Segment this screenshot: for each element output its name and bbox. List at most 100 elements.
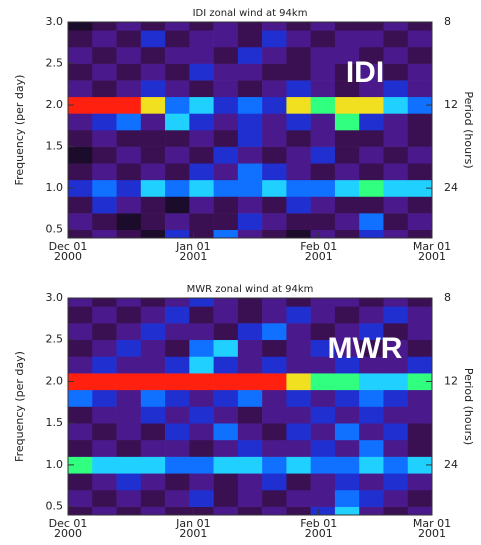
heatmap-cell (189, 506, 214, 516)
heatmap-cell (407, 439, 433, 457)
annotation: IDI (346, 56, 384, 89)
heatmap-cell (140, 213, 166, 230)
heatmap-cell (68, 406, 93, 424)
heatmap-cell (359, 163, 384, 181)
heatmap-cell (286, 229, 311, 239)
heatmap-cell (383, 406, 409, 424)
heatmap-cell (334, 406, 360, 424)
heatmap-cell (237, 196, 263, 214)
heatmap-cell (165, 229, 190, 239)
heatmap-cell (92, 323, 117, 341)
heatmap-cell (237, 356, 263, 374)
heatmap-cell (310, 196, 336, 214)
heatmap-cell (407, 339, 433, 357)
heatmap-cell (383, 298, 409, 307)
heatmap-cell (383, 113, 409, 131)
heatmap-cell (286, 423, 311, 441)
y-tick-label: 2.5 (46, 57, 64, 70)
heatmap-cell (262, 30, 287, 48)
heatmap-cell (140, 339, 166, 357)
heatmap-cell (407, 213, 433, 230)
heatmap-cell (334, 389, 360, 407)
heatmap-cell (189, 63, 214, 81)
heatmap-cell (359, 196, 384, 214)
heatmap-cell (383, 179, 409, 197)
heatmap-cell (92, 456, 117, 474)
heatmap-cell (262, 456, 287, 474)
heatmap-cell (213, 22, 239, 31)
heatmap-cell (237, 339, 263, 357)
heatmap-cell (237, 229, 263, 239)
heatmap-cell (165, 196, 190, 214)
heatmap-cell (189, 356, 214, 374)
y2-tick-label: 24 (444, 458, 458, 471)
y-tick-label: 3.0 (46, 15, 64, 28)
heatmap-cell (359, 130, 384, 147)
heatmap-cell (140, 30, 166, 48)
heatmap-cell (116, 423, 142, 441)
heatmap-cell (189, 179, 214, 197)
heatmap-cell (68, 423, 93, 441)
heatmap-cell (165, 306, 190, 324)
heatmap-cell (359, 473, 384, 491)
heatmap-cell (213, 130, 239, 147)
heatmap-cell (383, 146, 409, 164)
heatmap-cell (116, 229, 142, 239)
x-tick-year: 2000 (54, 527, 82, 540)
heatmap-cell (213, 389, 239, 407)
heatmap-cell (237, 130, 263, 147)
heatmap-cell (237, 423, 263, 441)
heatmap-cell (334, 146, 360, 164)
heatmap-cell (383, 30, 409, 48)
heatmap-cell (213, 323, 239, 341)
heatmap-cell (237, 323, 263, 341)
heatmap-cell (286, 30, 311, 48)
heatmap-cell (334, 96, 360, 114)
heatmap-cell (310, 306, 336, 324)
heatmap-cell (92, 46, 117, 64)
heatmap-cell (407, 179, 433, 197)
heatmap-cell (92, 356, 117, 374)
heatmap-cell (92, 163, 117, 181)
heatmap-cell (92, 130, 117, 147)
heatmap-cell (383, 96, 409, 114)
heatmap-cell (140, 46, 166, 64)
heatmap-cell (237, 373, 263, 391)
heatmap-cell (140, 506, 166, 516)
heatmap-cell (116, 46, 142, 64)
heatmap-cell (407, 146, 433, 164)
heatmap-cell (359, 323, 384, 341)
heatmap-cell (383, 456, 409, 474)
heatmap-cell (237, 406, 263, 424)
heatmap-cell (262, 489, 287, 507)
heatmap-cell (310, 130, 336, 147)
heatmap-cell (359, 456, 384, 474)
heatmap-cell (383, 473, 409, 491)
chart-title: IDI zonal wind at 94km (193, 8, 308, 19)
heatmap-cell (68, 506, 93, 516)
heatmap-cell (92, 298, 117, 307)
heatmap-cell (116, 506, 142, 516)
heatmap-cell (116, 356, 142, 374)
heatmap-cell (359, 489, 384, 507)
heatmap-cell (310, 389, 336, 407)
heatmap-cell (237, 22, 263, 31)
y-tick-label: 2.0 (46, 374, 64, 387)
heatmap-cell (310, 146, 336, 164)
heatmap-cell (165, 113, 190, 131)
heatmap-cell (140, 146, 166, 164)
heatmap-cell (262, 179, 287, 197)
x-tick-year: 2001 (418, 250, 446, 263)
heatmap-cell (165, 146, 190, 164)
heatmap-cell (359, 63, 384, 81)
heatmap-cell (359, 439, 384, 457)
heatmap-cell (359, 113, 384, 131)
heatmap-cell (286, 339, 311, 357)
heatmap-cell (92, 506, 117, 516)
heatmap-cell (310, 339, 336, 357)
y-tick-label: 1.5 (46, 140, 64, 153)
heatmap-cell (286, 113, 311, 131)
heatmap-cell (92, 30, 117, 48)
heatmap-cell (407, 473, 433, 491)
heatmap-cell (407, 506, 433, 516)
